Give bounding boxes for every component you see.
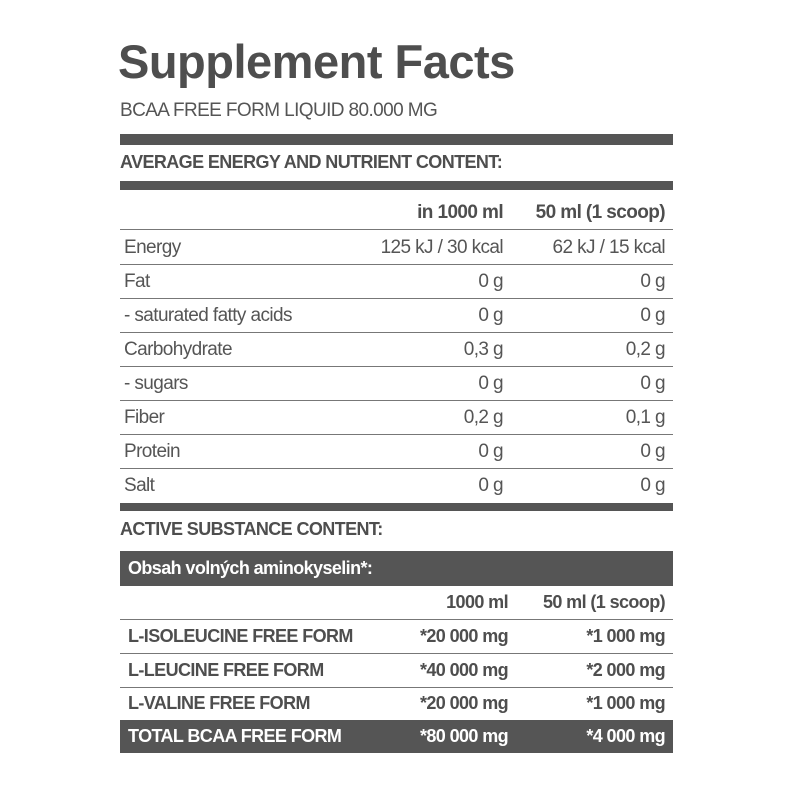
cell: 0,2 g — [625, 338, 666, 360]
table-row: Energy 125 kJ / 30 kcal 62 kJ / 15 kcal — [120, 231, 673, 265]
page-title: Supplement Facts — [118, 35, 515, 88]
cell: 0 g — [478, 475, 503, 496]
table-header: 1000 ml 50 ml (1 scoop) — [120, 586, 673, 620]
cell: Fat — [124, 270, 150, 292]
cell: 62 kJ / 15 kcal — [552, 236, 666, 258]
cell: *20 000 mg — [419, 626, 509, 646]
cell: *1 000 mg — [586, 693, 665, 713]
cell: 0 g — [478, 270, 503, 292]
cell: 0 g — [478, 304, 503, 326]
table-row: L-VALINE FREE FORM *20 000 mg *1 000 mg — [120, 687, 673, 721]
cell: *40 000 mg — [419, 659, 509, 680]
cell: *4 000 mg — [586, 726, 665, 746]
nutrient-heading: AVERAGE ENERGY AND NUTRIENT CONTENT: — [120, 152, 503, 172]
product-subtitle: BCAA FREE FORM LIQUID 80.000 MG — [120, 100, 438, 121]
cell: 0 g — [478, 372, 503, 394]
cell: *2 000 mg — [586, 659, 665, 680]
cell: 0 g — [640, 475, 665, 496]
cell: Fiber — [124, 406, 165, 428]
cell: L-LEUCINE FREE FORM — [128, 659, 324, 680]
table-row: L-LEUCINE FREE FORM *40 000 mg *2 000 mg — [120, 654, 673, 688]
divider-bar — [120, 181, 673, 190]
divider-bar — [120, 503, 673, 511]
divider-bar — [120, 134, 673, 145]
header-cell: 50 ml (1 scoop) — [542, 592, 666, 612]
table-row: Fat 0 g 0 g — [120, 265, 673, 299]
cell: - sugars — [124, 372, 188, 394]
table-row: L-ISOLEUCINE FREE FORM *20 000 mg *1 000 m… — [120, 620, 673, 654]
cell: L-VALINE FREE FORM — [128, 693, 310, 713]
cell: 0 g — [640, 270, 665, 292]
cell: Energy — [124, 236, 181, 258]
cell: 125 kJ / 30 kcal — [380, 236, 504, 258]
cell: TOTAL BCAA FREE FORM — [128, 726, 342, 746]
cell: 0 g — [640, 372, 665, 394]
table-row: Protein 0 g 0 g — [120, 435, 673, 469]
table-header: in 1000 ml 50 ml (1 scoop) — [120, 196, 673, 230]
cell: 0,2 g — [463, 406, 504, 428]
cell: 0 g — [640, 440, 665, 462]
header-cell: 50 ml (1 scoop) — [535, 201, 666, 223]
table-row: - sugars 0 g 0 g — [120, 367, 673, 401]
cell: Carbohydrate — [124, 338, 233, 360]
cell: 0 g — [640, 304, 665, 326]
active-subheading: Obsah volných aminokyselin*: — [120, 551, 673, 586]
subheading-text: Obsah volných aminokyselin*: — [128, 558, 373, 578]
table-row: Fiber 0,2 g 0,1 g — [120, 401, 673, 435]
table-row: - saturated fatty acids 0 g 0 g — [120, 299, 673, 333]
cell: Protein — [124, 440, 181, 462]
total-row: TOTAL BCAA FREE FORM *80 000 mg *4 000 m… — [120, 720, 673, 753]
cell: 0,3 g — [463, 338, 504, 360]
header-cell: 1000 ml — [446, 592, 508, 612]
cell: *20 000 mg — [419, 693, 509, 713]
cell: 0 g — [478, 440, 503, 462]
cell: *80 000 mg — [419, 726, 509, 746]
cell: Salt — [124, 475, 155, 496]
cell: *1 000 mg — [586, 626, 665, 646]
cell: L-ISOLEUCINE FREE FORM — [128, 626, 353, 646]
table-row: Salt 0 g 0 g — [120, 469, 673, 503]
cell: 0,1 g — [625, 406, 666, 428]
active-heading: ACTIVE SUBSTANCE CONTENT: — [120, 519, 383, 539]
table-row: Carbohydrate 0,3 g 0,2 g — [120, 333, 673, 367]
header-cell: in 1000 ml — [417, 201, 503, 223]
cell: - saturated fatty acids — [124, 304, 292, 326]
